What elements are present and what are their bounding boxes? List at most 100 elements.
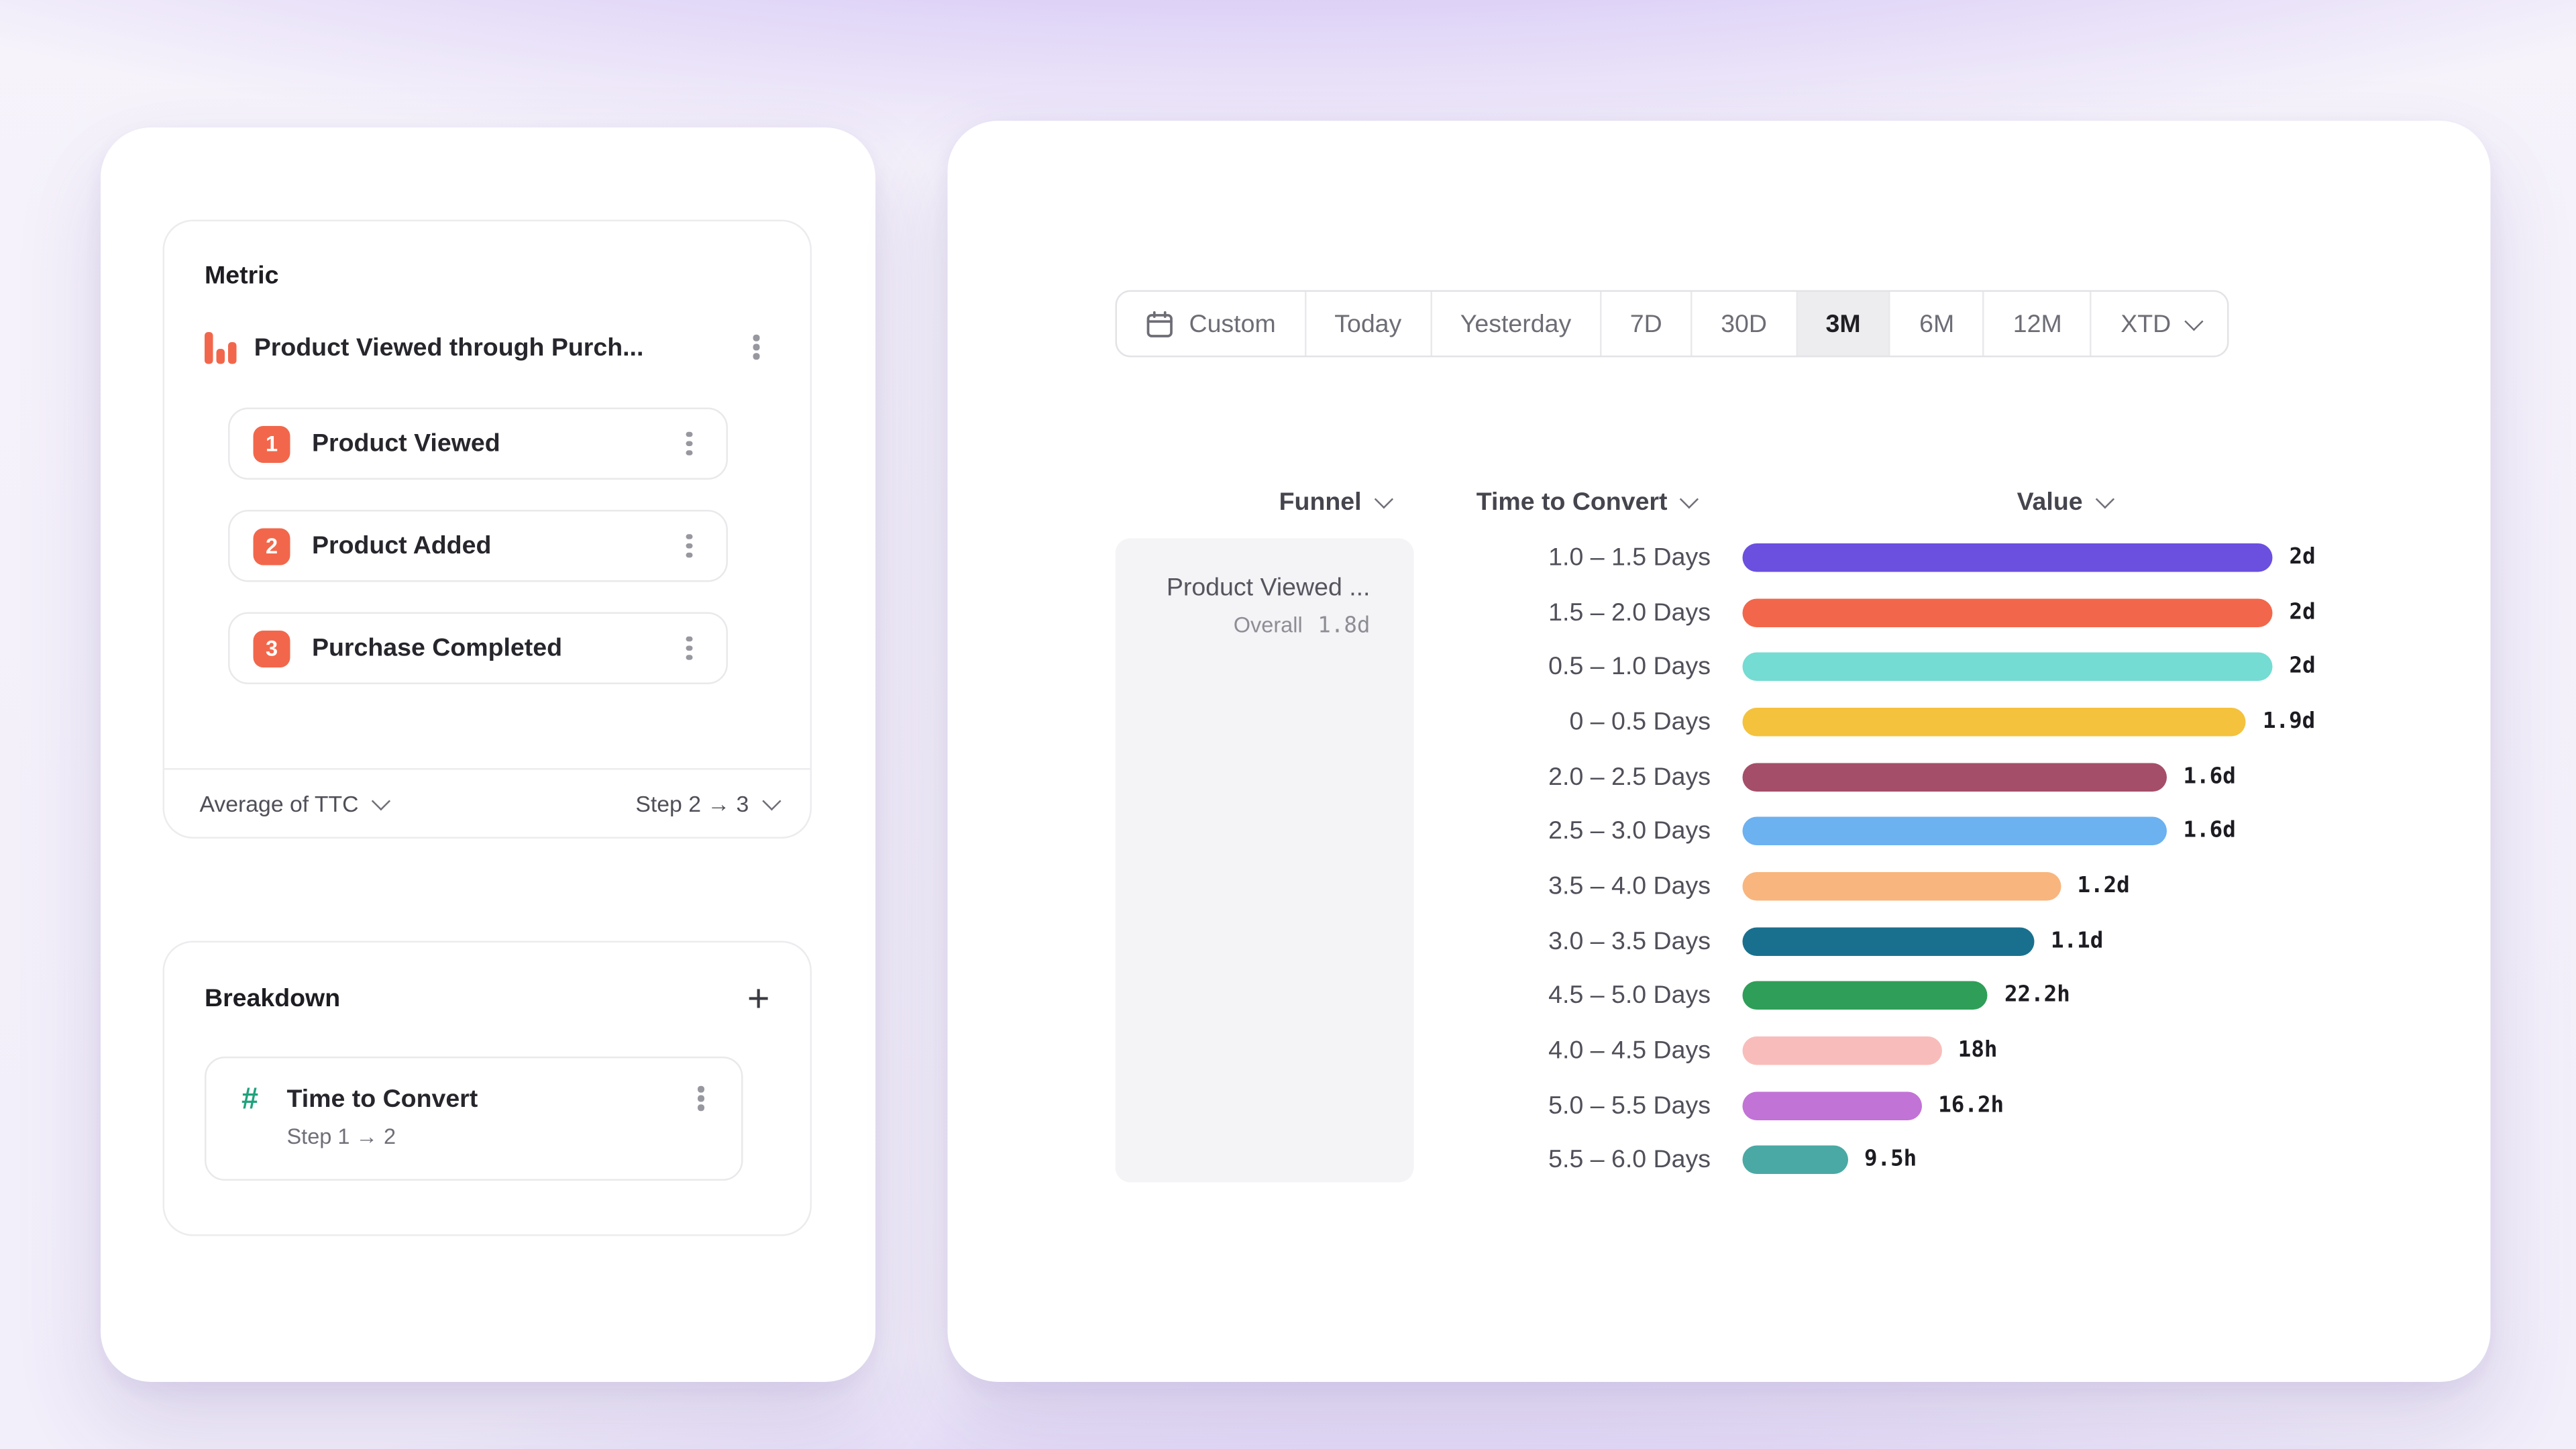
overall-label: Overall — [1233, 612, 1303, 638]
date-segment-label: 30D — [1721, 309, 1768, 338]
date-segment-xtd[interactable]: XTD — [2090, 292, 2227, 356]
date-segment-label: Custom — [1189, 309, 1276, 338]
aggregation-dropdown[interactable]: Average of TTC — [199, 790, 390, 816]
bar-row: 5.0 – 5.5 Days 16.2h — [1417, 1078, 2390, 1133]
date-segment-label: 12M — [2012, 309, 2062, 338]
funnel-summary-cell: Product Viewed ... Overall 1.8d — [1115, 538, 1414, 1183]
bar[interactable] — [1742, 926, 2034, 956]
overall-value: 1.8d — [1318, 614, 1371, 639]
bar[interactable] — [1742, 1091, 1922, 1120]
chevron-down-icon — [2096, 490, 2114, 508]
kebab-menu-icon[interactable] — [676, 425, 703, 462]
bar-value-label: 22.2h — [2004, 983, 2070, 1009]
bar[interactable] — [1742, 817, 2167, 846]
number-property-icon: # — [241, 1081, 258, 1115]
date-segment-label: Yesterday — [1460, 309, 1572, 338]
query-builder-card: Metric Product Viewed through Purch... 1… — [101, 127, 875, 1382]
bar-value-label: 9.5h — [1864, 1148, 1917, 1173]
bar[interactable] — [1742, 981, 1988, 1010]
date-segment-3m[interactable]: 3M — [1795, 292, 1890, 356]
date-range-control: Custom Today Yesterday 7D 30D 3M 6M 12M XTD — [1115, 290, 2229, 358]
bar[interactable] — [1742, 653, 2273, 682]
step-label: Product Added — [312, 531, 492, 561]
bar-value-label: 18h — [1957, 1038, 1998, 1064]
step-number-badge: 3 — [253, 629, 290, 667]
column-header-value[interactable]: Value — [1954, 483, 2172, 520]
funnel-chart-icon — [205, 331, 236, 364]
date-segment-yesterday[interactable]: Yesterday — [1430, 292, 1600, 356]
bar-category-label: 1.0 – 1.5 Days — [1548, 543, 1711, 572]
step-label: Purchase Completed — [312, 634, 563, 663]
breakdown-panel: Breakdown + # Time to Convert Step 1 → 2 — [162, 941, 812, 1236]
calendar-icon — [1146, 309, 1175, 338]
bar[interactable] — [1742, 598, 2273, 627]
date-segment-6m[interactable]: 6M — [1889, 292, 1983, 356]
date-segment-30d[interactable]: 30D — [1690, 292, 1795, 356]
chevron-down-icon — [761, 792, 780, 810]
date-segment-custom[interactable]: Custom — [1117, 292, 1304, 356]
kebab-menu-icon[interactable] — [743, 329, 770, 366]
bar[interactable] — [1742, 707, 2246, 737]
bar-category-label: 0 – 0.5 Days — [1569, 707, 1711, 737]
funnel-step-row[interactable]: 2 Product Added — [228, 510, 728, 582]
funnel-metric-row[interactable]: Product Viewed through Purch... — [205, 311, 770, 384]
bar-value-label: 1.2d — [2077, 873, 2130, 899]
kebab-menu-icon[interactable] — [676, 527, 703, 564]
kebab-menu-icon[interactable] — [688, 1080, 714, 1117]
bar-row: 1.5 – 2.0 Days 2d — [1417, 585, 2390, 640]
date-segment-label: 6M — [1919, 309, 1955, 338]
bar-category-label: 5.5 – 6.0 Days — [1548, 1146, 1711, 1175]
step-number-badge: 1 — [253, 425, 290, 462]
bar-value-label: 2d — [2289, 545, 2316, 570]
chevron-down-icon — [2186, 312, 2204, 331]
chevron-down-icon — [1680, 490, 1699, 508]
bar-value-label: 2d — [2289, 599, 2316, 625]
date-segment-12m[interactable]: 12M — [1982, 292, 2090, 356]
bar-category-label: 3.5 – 4.0 Days — [1548, 871, 1711, 901]
date-segment-7d[interactable]: 7D — [1599, 292, 1690, 356]
bar-row: 4.0 – 4.5 Days 18h — [1417, 1023, 2390, 1078]
bar-value-label: 1.9d — [2262, 709, 2316, 735]
bar-category-label: 0.5 – 1.0 Days — [1548, 653, 1711, 682]
column-header-funnel[interactable]: Funnel — [1241, 483, 1426, 520]
bar[interactable] — [1742, 1146, 1847, 1175]
breakdown-item-label: Time to Convert — [286, 1084, 478, 1113]
step-range-label: Step 2 → 3 — [635, 790, 749, 816]
bar-value-label: 1.1d — [2050, 928, 2104, 954]
bar-row: 1.0 – 1.5 Days 2d — [1417, 530, 2390, 585]
chevron-down-icon — [372, 792, 390, 810]
kebab-menu-icon[interactable] — [676, 630, 703, 667]
bar-category-label: 1.5 – 2.0 Days — [1548, 598, 1711, 627]
bar[interactable] — [1742, 1036, 1941, 1065]
bar-chart: 1.0 – 1.5 Days 2d 1.5 – 2.0 Days 2d 0.5 – 1.… — [1417, 530, 2390, 1188]
bar-row: 0 – 0.5 Days 1.9d — [1417, 694, 2390, 749]
bar[interactable] — [1742, 871, 2061, 901]
date-segment-today[interactable]: Today — [1304, 292, 1430, 356]
aggregation-label: Average of TTC — [199, 790, 359, 816]
bar-category-label: 2.5 – 3.0 Days — [1548, 817, 1711, 846]
bar-row: 4.5 – 5.0 Days 22.2h — [1417, 969, 2390, 1024]
step-range-dropdown[interactable]: Step 2 → 3 — [635, 790, 780, 816]
add-breakdown-button[interactable]: + — [747, 976, 770, 1020]
breakdown-item[interactable]: # Time to Convert Step 1 → 2 — [205, 1057, 743, 1181]
funnel-cell-name: Product Viewed ... — [1166, 574, 1371, 602]
bar-row: 3.0 – 3.5 Days 1.1d — [1417, 914, 2390, 969]
bar-row: 0.5 – 1.0 Days 2d — [1417, 639, 2390, 694]
column-header-time-to-convert[interactable]: Time to Convert — [1451, 483, 1719, 520]
bar-category-label: 2.0 – 2.5 Days — [1548, 762, 1711, 791]
date-segment-label: Today — [1334, 309, 1402, 338]
funnel-steps: 1 Product Viewed 2 Product Added 3 Purchase C… — [228, 407, 728, 684]
date-segment-label: 3M — [1825, 309, 1861, 338]
bar-category-label: 4.5 – 5.0 Days — [1548, 981, 1711, 1010]
funnel-step-row[interactable]: 3 Purchase Completed — [228, 612, 728, 684]
date-segment-label: XTD — [2121, 309, 2171, 338]
bar[interactable] — [1742, 543, 2273, 572]
breakdown-panel-title: Breakdown — [205, 983, 341, 1012]
bar-category-label: 4.0 – 4.5 Days — [1548, 1036, 1711, 1065]
bar-value-label: 2d — [2289, 654, 2316, 680]
bar-category-label: 5.0 – 5.5 Days — [1548, 1091, 1711, 1120]
bar[interactable] — [1742, 762, 2167, 791]
funnel-step-row[interactable]: 1 Product Viewed — [228, 407, 728, 480]
breakdown-item-subtext: Step 1 → 2 — [286, 1124, 396, 1149]
